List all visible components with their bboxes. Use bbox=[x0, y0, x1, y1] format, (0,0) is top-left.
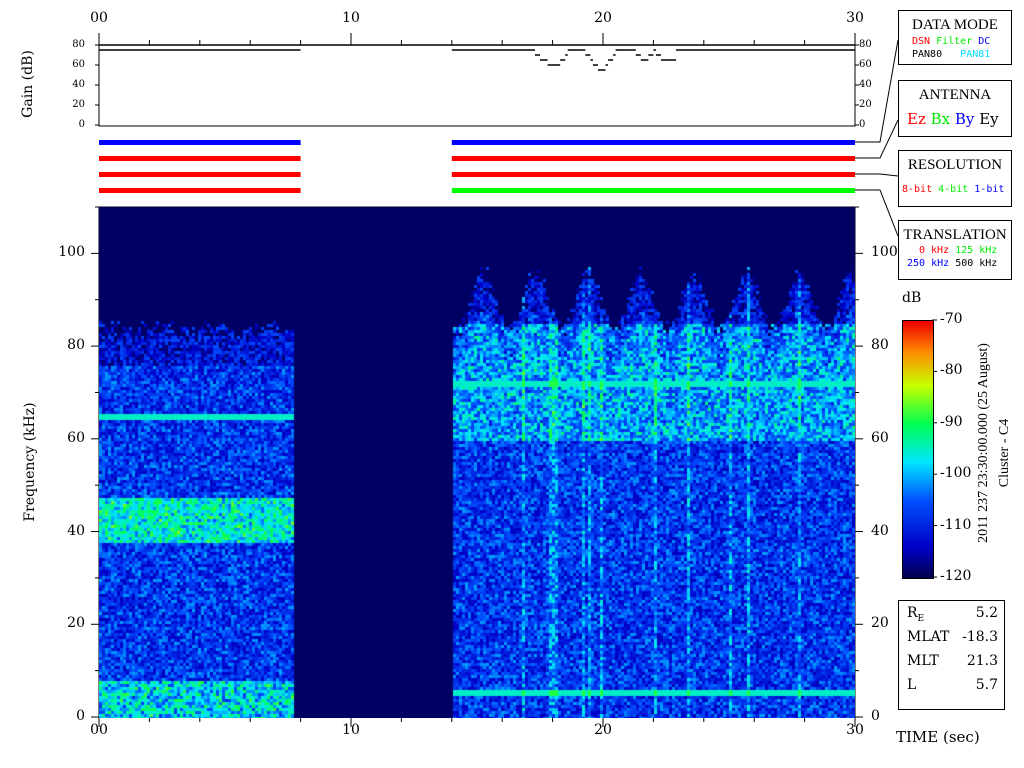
res-4bit: 4-bit bbox=[938, 184, 969, 195]
mode-bar-segment bbox=[451, 172, 855, 177]
y-tick-label-left: 40 bbox=[67, 522, 85, 539]
y-tick-label-right: 100 bbox=[871, 244, 898, 261]
colorbar-tick-label: -80 bbox=[940, 362, 963, 379]
spectrogram-heatmap bbox=[99, 207, 855, 718]
gain-y-tick-label-left: 20 bbox=[72, 99, 85, 110]
mode-pan81: PAN81 bbox=[960, 49, 991, 60]
legend-connector bbox=[855, 119, 899, 159]
info-mlat-label: MLAT bbox=[907, 629, 950, 645]
legend-connector bbox=[855, 173, 899, 177]
antenna-ez: Ez bbox=[907, 110, 926, 128]
gain-axis-label: Gain (dB) bbox=[20, 50, 36, 118]
gain-y-tick-label-right: 60 bbox=[859, 59, 872, 70]
gain-y-tick-label-left: 80 bbox=[72, 39, 85, 50]
mode-pan80: PAN80 bbox=[912, 49, 943, 60]
mode-bar-segment bbox=[99, 172, 301, 177]
antenna-ey: Ey bbox=[979, 110, 999, 128]
resolution-title: RESOLUTION bbox=[907, 157, 1003, 173]
info-mlt-value: 21.3 bbox=[966, 653, 998, 669]
gain-y-tick-label-right: 40 bbox=[859, 79, 872, 90]
y-tick-label-right: 60 bbox=[871, 429, 889, 446]
translation-legend: TRANSLATION 0 kHz 125 kHz 250 kHz 500 kH… bbox=[898, 220, 1012, 280]
antenna-legend: ANTENNA Ez Bx By Ey bbox=[898, 80, 1012, 137]
info-mlat-value: -18.3 bbox=[962, 629, 998, 645]
top-x-tick-label: 10 bbox=[342, 10, 360, 26]
top-x-tick-label: 20 bbox=[594, 10, 612, 26]
date-label: 2011 237 23:30:00.000 (25 August) bbox=[976, 343, 991, 543]
gain-y-tick-label-left: 40 bbox=[72, 79, 85, 90]
y-tick-label-left: 60 bbox=[67, 429, 85, 446]
gain-y-tick-label-left: 0 bbox=[78, 119, 85, 130]
trans-500khz: 500 kHz bbox=[955, 258, 998, 269]
antenna-by: By bbox=[954, 110, 975, 128]
colorbar bbox=[902, 320, 934, 579]
y-tick-label-right: 0 bbox=[871, 708, 880, 724]
y-tick-label-left: 0 bbox=[76, 708, 85, 724]
x-tick-label: 20 bbox=[594, 722, 612, 738]
mode-dc: DC bbox=[978, 36, 991, 47]
colorbar-tick-label: -100 bbox=[940, 465, 972, 482]
orbit-info-box: RE 5.2 MLAT -18.3 MLT 21.3 L 5.7 bbox=[898, 600, 1005, 710]
y-tick-label-right: 80 bbox=[871, 337, 889, 354]
y-tick-label-right: 20 bbox=[871, 615, 889, 632]
top-x-tick-label: 30 bbox=[846, 10, 864, 26]
y-tick-label-left: 20 bbox=[67, 615, 85, 632]
translation-title: TRANSLATION bbox=[903, 227, 1007, 243]
colorbar-label: dB bbox=[902, 290, 922, 306]
mode-bar-segment bbox=[99, 156, 301, 161]
spacecraft-label: Cluster - C4 bbox=[997, 418, 1012, 488]
info-re-value: 5.2 bbox=[975, 605, 998, 621]
mode-dsn: DSN bbox=[912, 36, 931, 47]
x-axis-label: TIME (sec) bbox=[896, 728, 980, 746]
gain-y-tick-label-right: 0 bbox=[859, 119, 866, 130]
mode-bar-segment bbox=[451, 156, 855, 161]
gain-y-tick-label-right: 80 bbox=[859, 39, 872, 50]
info-mlt-label: MLT bbox=[907, 653, 939, 669]
x-tick-label: 10 bbox=[342, 722, 360, 738]
x-tick-label: 00 bbox=[90, 722, 108, 738]
data-mode-legend: DATA MODE DSN Filter DC PAN80 PAN81 bbox=[898, 10, 1012, 65]
gain-panel-frame bbox=[98, 44, 856, 127]
colorbar-tick-label: -120 bbox=[940, 568, 972, 584]
y-tick-label-left: 80 bbox=[67, 337, 85, 354]
y-tick-label-left: 100 bbox=[58, 244, 85, 261]
res-1bit: 1-bit bbox=[974, 184, 1005, 195]
top-x-tick-label: 00 bbox=[90, 10, 108, 26]
res-8bit: 8-bit bbox=[902, 184, 933, 195]
trans-125khz: 125 kHz bbox=[955, 245, 998, 256]
colorbar-tick-label: -110 bbox=[940, 516, 972, 533]
mode-bar-segment bbox=[99, 140, 301, 145]
legend-connector bbox=[855, 189, 899, 237]
x-tick-label: 30 bbox=[846, 722, 864, 738]
mode-filter: Filter bbox=[936, 36, 973, 47]
antenna-title: ANTENNA bbox=[918, 87, 992, 103]
gain-y-tick-label-right: 20 bbox=[859, 99, 872, 110]
trans-0khz: 0 kHz bbox=[919, 245, 950, 256]
legend-connector bbox=[855, 39, 899, 143]
data-mode-title: DATA MODE bbox=[912, 17, 998, 33]
y-axis-label: Frequency (kHz) bbox=[22, 402, 38, 522]
mode-bar-segment bbox=[451, 188, 855, 193]
mode-bar-segment bbox=[451, 140, 855, 145]
info-l-value: 5.7 bbox=[975, 677, 998, 693]
info-l-label: L bbox=[907, 677, 917, 693]
resolution-legend: RESOLUTION 8-bit 4-bit 1-bit bbox=[898, 150, 1012, 207]
trans-250khz: 250 kHz bbox=[907, 258, 950, 269]
mode-bar-segment bbox=[99, 188, 301, 193]
y-tick-label-right: 40 bbox=[871, 522, 889, 539]
gain-y-tick-label-left: 60 bbox=[72, 59, 85, 70]
colorbar-tick-label: -70 bbox=[940, 311, 963, 327]
antenna-bx: Bx bbox=[930, 110, 951, 128]
info-re-label: RE bbox=[907, 605, 925, 624]
colorbar-tick-label: -90 bbox=[940, 413, 963, 430]
